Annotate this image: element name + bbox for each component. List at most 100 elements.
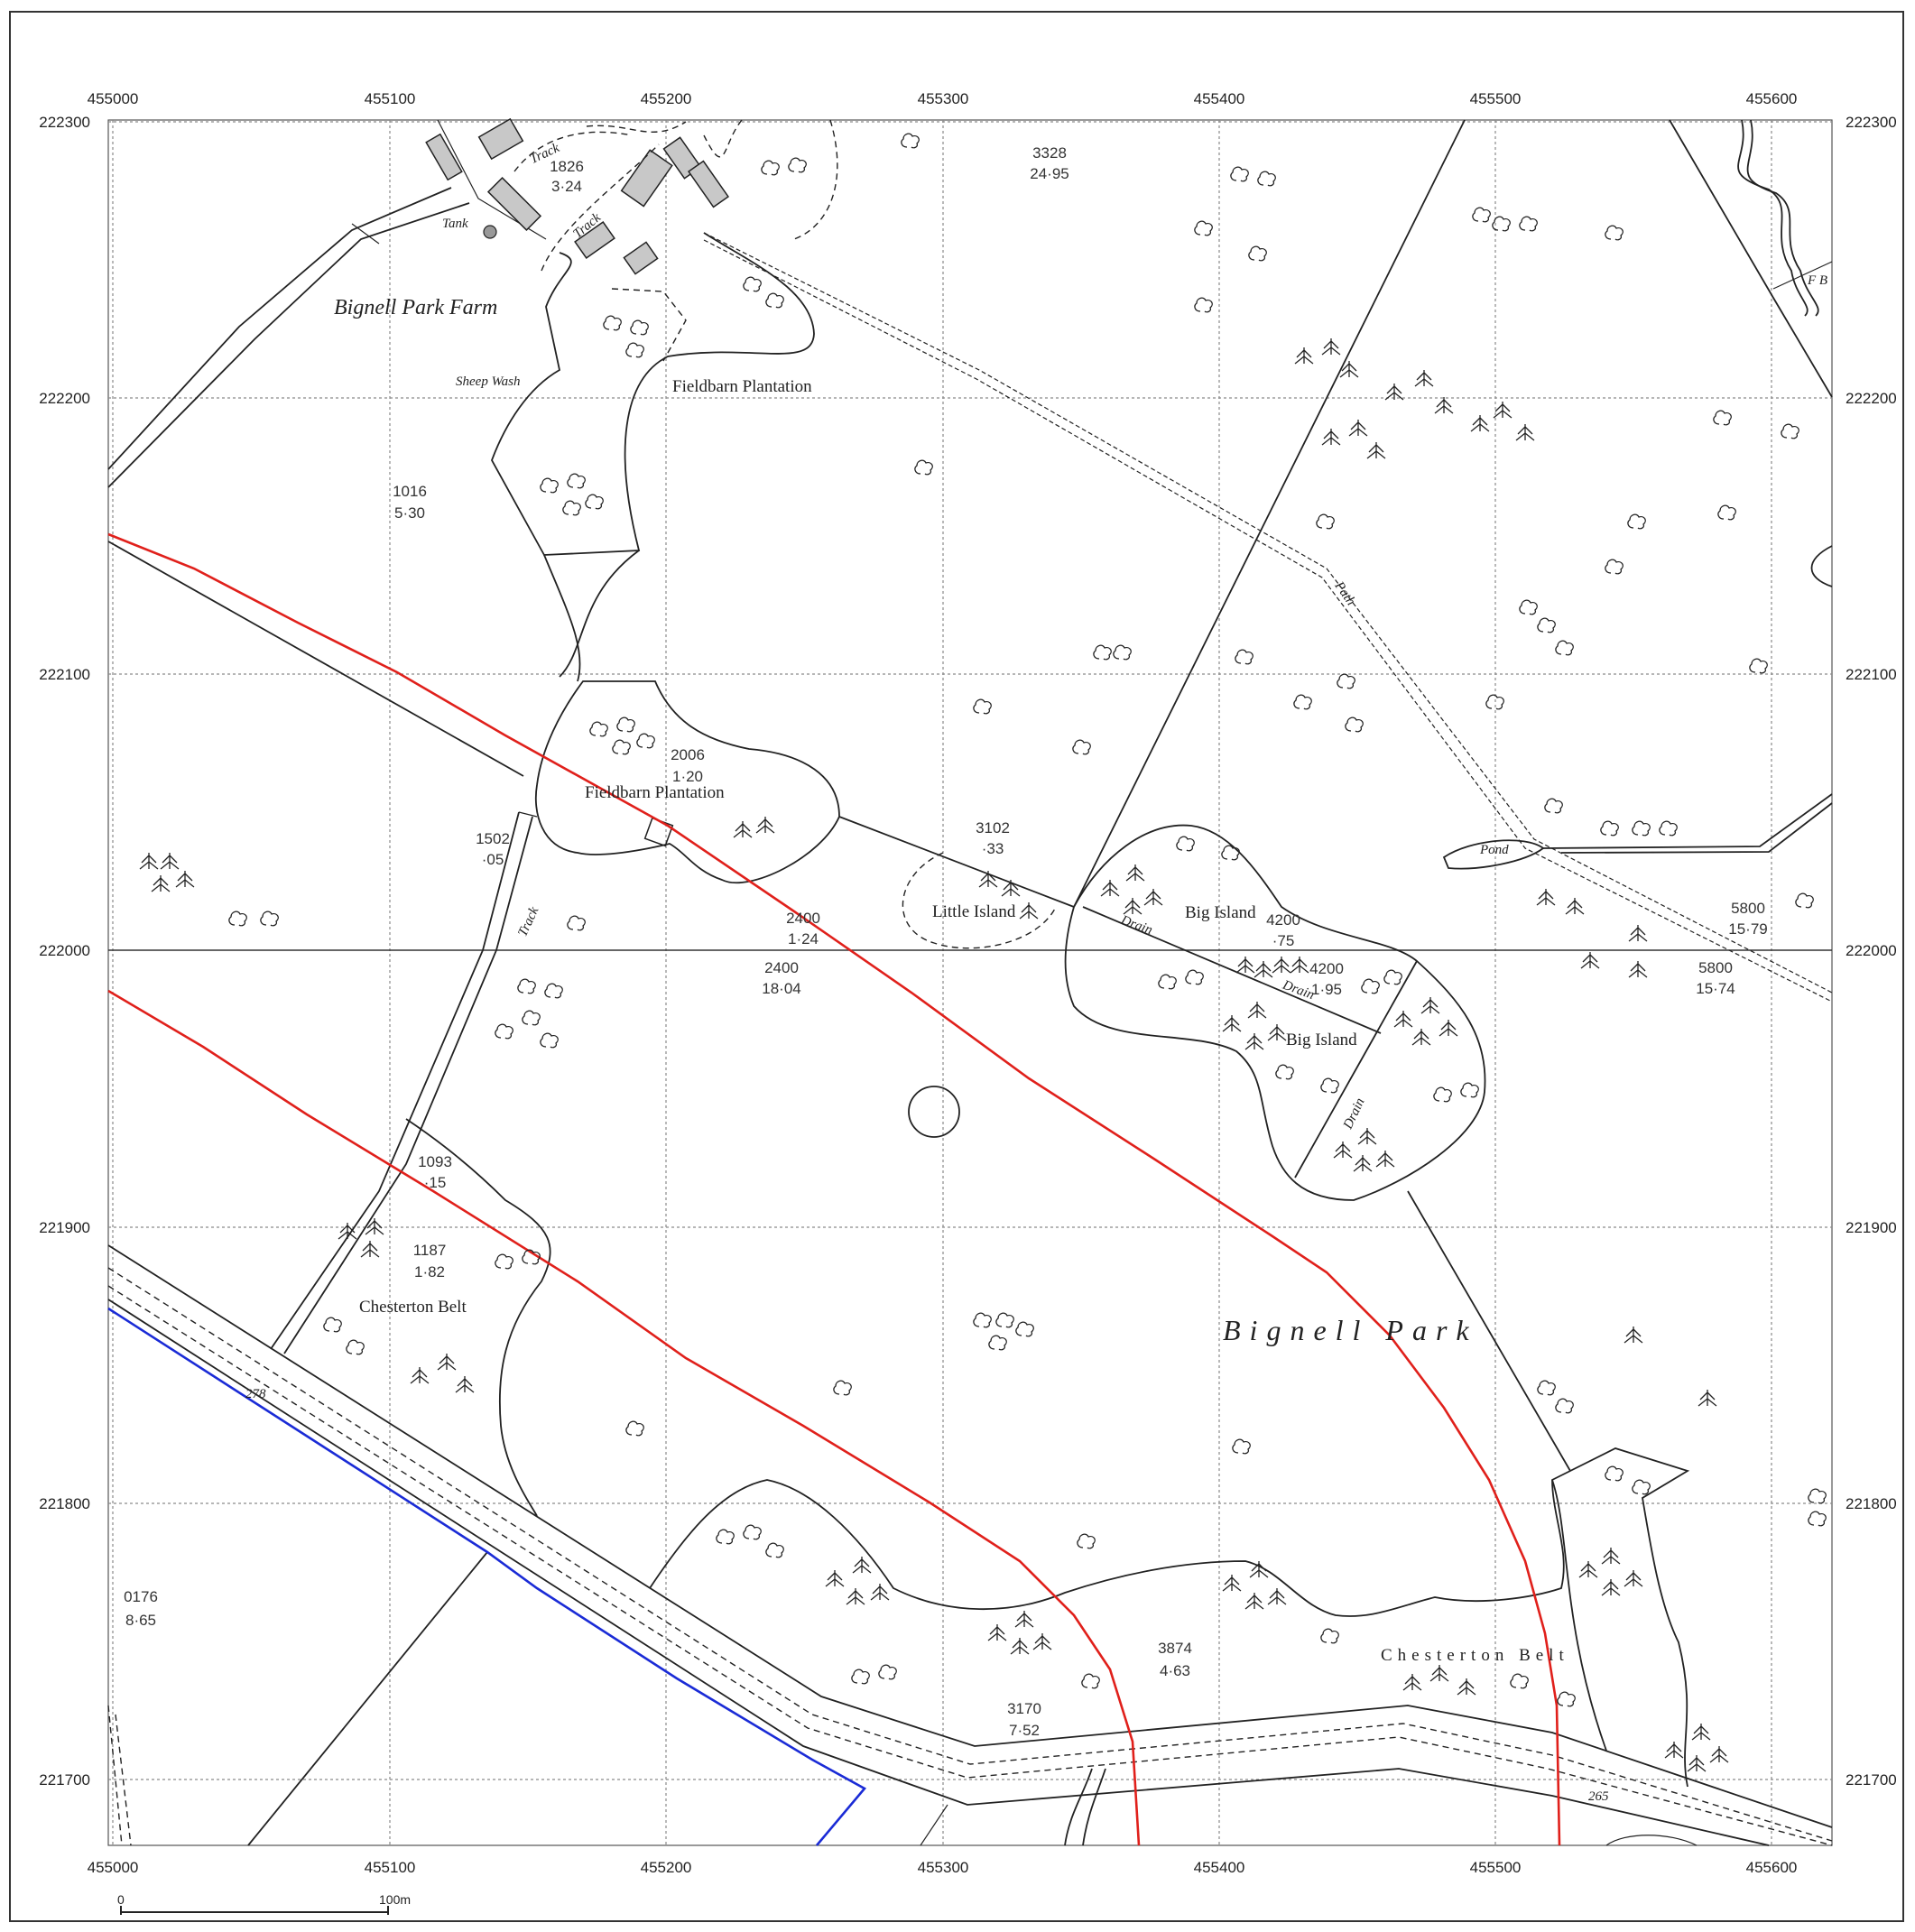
x-tick-label: 455400: [1194, 90, 1245, 107]
label-drain: Drain: [1340, 1095, 1367, 1132]
deciduous-tree-icon: [540, 1032, 559, 1049]
conifer-tree-icon: [1247, 1002, 1267, 1019]
conifer-tree-icon: [1254, 961, 1273, 978]
conifer-tree-icon: [978, 871, 998, 888]
deciduous-tree-icon: [1337, 673, 1355, 689]
deciduous-tree-icon: [973, 698, 992, 715]
label-fieldbarn-plantation-mid: Fieldbarn Plantation: [585, 783, 725, 802]
scale-end: 100m: [379, 1892, 411, 1907]
deciduous-tree-icon: [901, 133, 920, 149]
field-boundary: [838, 816, 1075, 908]
field-boundary: [247, 1551, 488, 1846]
x-tick-label: 455400: [1194, 1859, 1245, 1876]
drain-boundary: [1294, 960, 1418, 1179]
conifer-tree-icon: [1100, 880, 1120, 897]
deciduous-tree-icon: [1537, 1380, 1556, 1396]
label-benchmark: 265: [1588, 1789, 1609, 1804]
deciduous-tree-icon: [1081, 1673, 1100, 1689]
conifer-tree-icon: [160, 853, 180, 870]
field-boundary: [1772, 261, 1833, 290]
farm-building: [687, 160, 730, 208]
conifer-tree-icon: [1664, 1742, 1684, 1759]
conifer-tree-icon: [1014, 1611, 1034, 1628]
deciduous-tree-icon: [973, 1312, 992, 1328]
parcel-id: 3170: [1007, 1700, 1041, 1717]
deciduous-tree-icon: [1293, 694, 1312, 710]
map-features: [107, 117, 1833, 1846]
parcel-area: 18·04: [762, 980, 800, 997]
deciduous-tree-icon: [995, 1312, 1014, 1328]
conifer-tree-icon: [846, 1588, 865, 1605]
x-tick-label: 455500: [1470, 90, 1522, 107]
deciduous-tree-icon: [1361, 978, 1380, 994]
conifer-tree-icon: [1402, 1674, 1422, 1691]
deciduous-tree-icon: [1320, 1628, 1339, 1644]
drain-line: [1560, 802, 1833, 854]
label-little-island: Little Island: [932, 902, 1016, 921]
conifer-tree-icon: [1321, 338, 1341, 356]
small-pond: [908, 1086, 960, 1138]
deciduous-tree-icon: [1113, 644, 1132, 661]
woodland-edge: [543, 554, 581, 682]
deciduous-tree-icon: [1472, 207, 1491, 223]
parcel-area: 24·95: [1030, 165, 1069, 182]
conifer-tree-icon: [1244, 1593, 1264, 1610]
x-tick-label: 455000: [88, 1859, 139, 1876]
footpath: [703, 239, 1833, 1003]
woodland-edge: [1551, 1479, 1607, 1752]
conifer-tree-icon: [1143, 889, 1163, 906]
dashed-boundary: [793, 119, 838, 240]
y-tick-label: 221700: [1846, 1771, 1897, 1789]
drain-line: [1542, 793, 1833, 849]
parcel-id: 2400: [786, 910, 820, 927]
deciduous-tree-icon: [567, 473, 586, 489]
conifer-tree-icon: [1628, 925, 1648, 942]
field-boundary: [1073, 119, 1466, 908]
x-tick-label: 455200: [641, 90, 692, 107]
conifer-tree-icon: [1125, 864, 1145, 882]
x-tick-label: 455500: [1470, 1859, 1522, 1876]
deciduous-tree-icon: [1275, 1064, 1294, 1080]
x-tick-label: 455600: [1746, 90, 1798, 107]
field-boundary: [351, 223, 380, 245]
road-edge: [107, 1244, 1833, 1828]
parcel-id: 2400: [764, 959, 799, 976]
conifer-tree-icon: [410, 1367, 430, 1384]
parcel-id: 1826: [550, 158, 584, 175]
little-island: [902, 852, 1057, 949]
fieldbarn-plantation-mid: [534, 680, 840, 884]
farm-building: [477, 117, 524, 161]
parcel-id: 5800: [1731, 900, 1765, 917]
deciduous-tree-icon: [788, 157, 807, 173]
deciduous-tree-icon: [1749, 658, 1768, 674]
track: [586, 121, 687, 133]
track: [541, 143, 660, 272]
conifer-tree-icon: [1294, 347, 1314, 365]
parcel-id: 1187: [413, 1242, 447, 1259]
parcel-area: 15·74: [1696, 980, 1735, 997]
deciduous-tree-icon: [743, 1524, 762, 1540]
conifer-tree-icon: [1375, 1151, 1395, 1168]
deciduous-tree-icon: [1808, 1488, 1827, 1504]
deciduous-tree-icon: [522, 1010, 541, 1026]
deciduous-tree-icon: [1795, 892, 1814, 909]
conifer-tree-icon: [1536, 889, 1556, 906]
tree-symbols: [139, 133, 1827, 1772]
x-tick-label: 455000: [88, 90, 139, 107]
conifer-tree-icon: [1357, 1128, 1377, 1145]
deciduous-tree-icon: [914, 459, 933, 476]
label-bignell-park-farm: Bignell Park Farm: [334, 296, 497, 319]
deciduous-tree-icon: [260, 911, 279, 927]
y-tick-label: 222100: [1846, 666, 1897, 683]
deciduous-tree-icon: [1460, 1082, 1479, 1098]
footpath: [703, 232, 1833, 994]
deciduous-tree-icon: [1659, 820, 1678, 837]
deciduous-tree-icon: [1544, 798, 1563, 814]
deciduous-tree-icon: [1555, 640, 1574, 656]
deciduous-tree-icon: [1221, 845, 1240, 861]
deciduous-tree-icon: [630, 319, 649, 336]
conifer-tree-icon: [1601, 1548, 1621, 1565]
scale-start: 0: [117, 1892, 125, 1907]
conifer-tree-icon: [1601, 1579, 1621, 1596]
